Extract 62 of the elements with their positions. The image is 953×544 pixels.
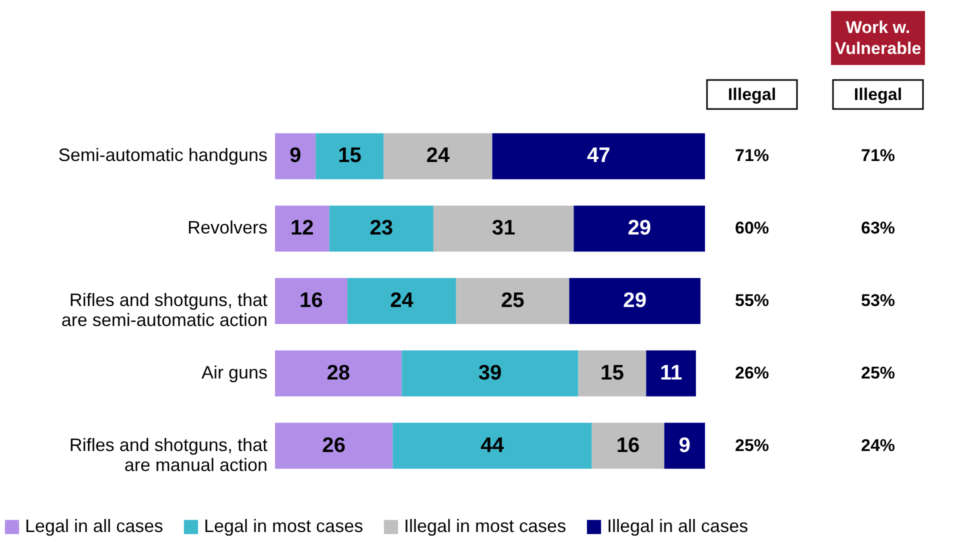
bar	[275, 278, 348, 324]
text: 71%	[734, 146, 770, 166]
y-tick-label: Revolvers	[187, 218, 268, 238]
bar	[275, 350, 402, 396]
bar	[592, 422, 664, 469]
bar	[275, 206, 330, 252]
text: 25%	[734, 436, 770, 455]
data-label: 16	[616, 434, 640, 457]
text: 26%	[734, 363, 770, 382]
bar	[402, 350, 578, 396]
bar	[578, 350, 646, 396]
text: 63%	[860, 218, 896, 238]
bar	[646, 350, 696, 396]
data-label: 25	[500, 289, 525, 312]
bar	[433, 206, 574, 252]
data-label: 26	[322, 434, 346, 457]
text: Illegal	[854, 85, 902, 104]
data-label: 31	[492, 216, 516, 240]
data-label: 28	[326, 361, 350, 384]
legend-label: Legal in all cases	[25, 516, 164, 536]
legend-label: Illegal in all cases	[607, 516, 748, 536]
bar	[275, 133, 316, 180]
data-label: 11	[660, 361, 682, 384]
text: 25%	[860, 363, 896, 382]
data-label: 9	[290, 144, 302, 168]
y-tick-label: Rifles and shotguns, that are semi-automatic action	[61, 290, 268, 330]
bar	[664, 422, 705, 469]
bar	[492, 133, 705, 180]
bar	[384, 133, 492, 180]
bar	[569, 278, 700, 324]
bar	[275, 422, 393, 469]
text: 24%	[860, 436, 896, 455]
legend-label: Legal in most cases	[204, 516, 364, 536]
legend-label: Illegal in most cases	[404, 516, 566, 536]
data-label: 24	[426, 144, 450, 168]
bar	[329, 206, 434, 252]
text: 71%	[860, 146, 896, 166]
text: Work w. Vulnerable	[834, 18, 922, 58]
text: 55%	[734, 291, 770, 310]
data-label: 23	[370, 216, 394, 240]
data-label: 29	[628, 216, 652, 240]
y-tick-label: Rifles and shotguns, that are manual action	[69, 434, 268, 475]
data-label: 44	[480, 434, 504, 457]
bar	[574, 206, 705, 252]
text: 60%	[734, 218, 770, 238]
data-label: 15	[338, 144, 362, 168]
data-label: 15	[600, 361, 624, 384]
bar	[316, 133, 384, 180]
y-tick-label: Air guns	[201, 362, 268, 382]
bar	[347, 278, 456, 324]
bar	[392, 422, 592, 469]
data-label: 39	[478, 361, 502, 384]
data-label: 47	[586, 144, 610, 168]
y-tick-label: Semi-automatic handguns	[58, 145, 268, 166]
text: Illegal	[728, 85, 776, 104]
data-label: 16	[300, 289, 323, 312]
text: 53%	[860, 291, 896, 310]
data-label: 9	[678, 434, 690, 457]
data-label: 24	[390, 289, 414, 312]
data-label: 12	[290, 216, 314, 240]
data-label: 29	[623, 289, 647, 312]
bar	[456, 278, 570, 324]
